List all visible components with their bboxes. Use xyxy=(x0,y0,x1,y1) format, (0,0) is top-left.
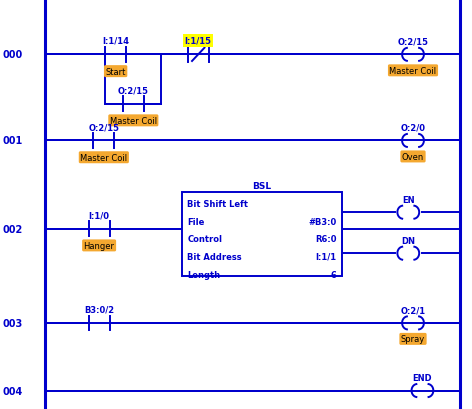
Text: DN: DN xyxy=(401,236,415,245)
Text: Hanger: Hanger xyxy=(84,241,115,250)
Text: Bit Address: Bit Address xyxy=(187,252,242,261)
Text: BSL: BSL xyxy=(253,182,271,191)
Text: Spray: Spray xyxy=(401,335,425,344)
Text: File: File xyxy=(187,217,205,226)
Text: O:2/1: O:2/1 xyxy=(400,306,426,315)
Text: R6:0: R6:0 xyxy=(315,235,337,244)
Text: 003: 003 xyxy=(2,318,23,328)
Text: Master Coil: Master Coil xyxy=(110,117,157,126)
Text: I:1/14: I:1/14 xyxy=(102,37,129,46)
Text: Control: Control xyxy=(187,235,222,244)
Text: 002: 002 xyxy=(2,224,23,234)
Text: Start: Start xyxy=(105,67,126,76)
Text: Length: Length xyxy=(187,270,220,279)
Text: Bit Shift Left: Bit Shift Left xyxy=(187,200,248,209)
Text: END: END xyxy=(413,373,432,382)
Text: EN: EN xyxy=(402,195,414,204)
Text: 001: 001 xyxy=(2,136,23,146)
Text: O:2/15: O:2/15 xyxy=(88,123,119,132)
Text: 6: 6 xyxy=(331,270,337,279)
Text: I:1/1: I:1/1 xyxy=(315,252,337,261)
Text: Oven: Oven xyxy=(402,153,424,162)
Text: O:2/0: O:2/0 xyxy=(401,124,425,133)
Text: Master Coil: Master Coil xyxy=(389,67,437,76)
Text: 004: 004 xyxy=(2,386,23,396)
Text: B3:0/2: B3:0/2 xyxy=(84,305,114,314)
Text: #B3:0: #B3:0 xyxy=(308,217,337,226)
Text: O:2/15: O:2/15 xyxy=(397,38,429,47)
Text: Master Coil: Master Coil xyxy=(80,153,127,162)
Text: 000: 000 xyxy=(2,50,23,60)
FancyBboxPatch shape xyxy=(182,192,342,276)
Text: O:2/15: O:2/15 xyxy=(118,86,149,95)
Text: I:1/15: I:1/15 xyxy=(185,37,212,46)
Text: I:1/0: I:1/0 xyxy=(89,211,110,220)
